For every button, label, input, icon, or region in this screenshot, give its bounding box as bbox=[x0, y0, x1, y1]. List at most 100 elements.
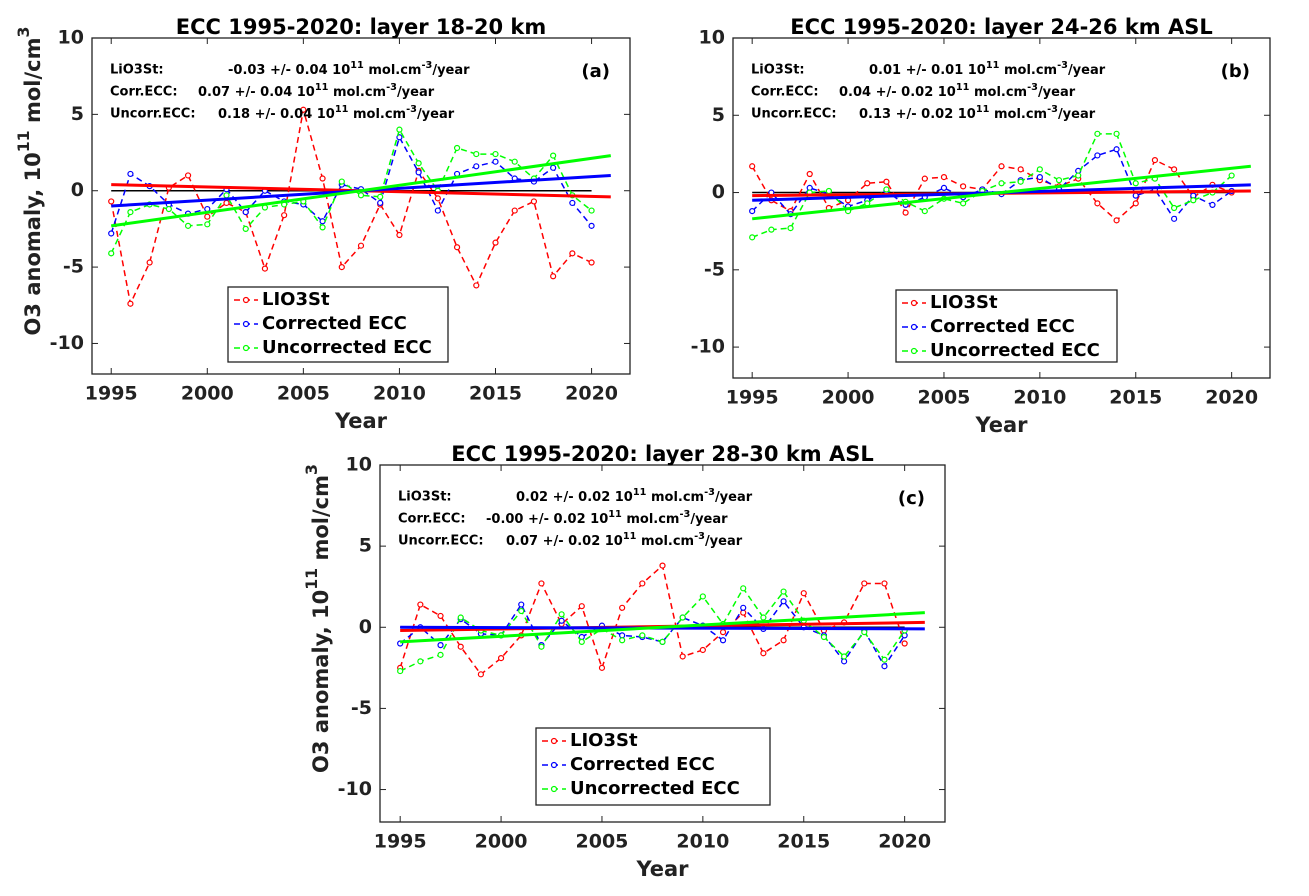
annotation-value: -0.00 +/- 0.02 1011 mol.cm-3/year bbox=[486, 509, 728, 527]
data-point bbox=[864, 180, 871, 187]
data-point bbox=[397, 667, 404, 675]
text-part: O3 anomaly, 10 bbox=[309, 590, 333, 773]
data-point bbox=[998, 180, 1005, 187]
data-point bbox=[1017, 166, 1024, 173]
chart-title: ECC 1995-2020: layer 18-20 km bbox=[176, 15, 546, 39]
y-tick-label: -10 bbox=[338, 778, 372, 800]
data-point bbox=[300, 106, 307, 113]
data-point bbox=[699, 646, 706, 654]
data-point bbox=[477, 671, 484, 678]
data-point bbox=[881, 656, 888, 663]
superscript: -3 bbox=[1047, 104, 1058, 115]
data-point bbox=[518, 607, 525, 615]
data-point bbox=[550, 164, 557, 171]
data-point bbox=[538, 580, 545, 587]
data-point bbox=[588, 222, 595, 229]
legend-marker bbox=[242, 296, 250, 304]
data-point bbox=[437, 612, 444, 620]
data-point bbox=[749, 234, 756, 241]
data-point bbox=[108, 230, 115, 237]
series-line bbox=[399, 600, 906, 668]
data-point bbox=[861, 629, 868, 636]
text-part: -0.00 +/- 0.02 10 bbox=[486, 512, 608, 527]
data-point bbox=[639, 632, 646, 639]
data-point bbox=[377, 193, 384, 200]
y-tick-label: 0 bbox=[359, 616, 372, 638]
y-tick-label: 10 bbox=[346, 454, 372, 476]
data-point bbox=[578, 603, 585, 610]
data-point bbox=[558, 617, 565, 624]
y-axis-label: O3 anomaly, 1011 mol/cm3 bbox=[14, 27, 45, 336]
data-point bbox=[780, 637, 787, 644]
data-point bbox=[1094, 130, 1101, 137]
legend-label: Corrected ECC bbox=[262, 313, 407, 334]
legend-marker bbox=[910, 299, 918, 307]
data-point bbox=[719, 629, 727, 636]
data-point bbox=[453, 144, 461, 152]
superscript: 11 bbox=[302, 568, 321, 590]
series-line bbox=[399, 586, 906, 672]
x-tick-label: 2015 bbox=[469, 383, 522, 405]
text-part: /year bbox=[705, 534, 743, 549]
superscript: 3 bbox=[302, 464, 321, 475]
data-point bbox=[434, 207, 441, 214]
data-point bbox=[261, 265, 269, 272]
text-part: mol/cm bbox=[21, 38, 45, 131]
x-tick-label: 2005 bbox=[576, 831, 629, 853]
panel-label: (c) bbox=[898, 488, 925, 509]
data-point bbox=[319, 175, 326, 182]
data-point bbox=[760, 650, 767, 657]
superscript: -3 bbox=[1027, 82, 1038, 93]
data-point bbox=[1036, 173, 1043, 181]
data-point bbox=[679, 653, 686, 660]
data-point bbox=[184, 222, 192, 229]
data-point bbox=[165, 205, 172, 213]
annotation-label: Uncorr.ECC: bbox=[110, 107, 196, 122]
text-part: 0.07 +/- 0.04 10 bbox=[198, 85, 315, 100]
data-point bbox=[749, 207, 756, 215]
panel-label: (a) bbox=[581, 61, 610, 82]
text-part: /year bbox=[397, 85, 435, 100]
legend-label: LIO3St bbox=[262, 289, 330, 310]
x-axis-label: Year bbox=[974, 413, 1028, 437]
data-point bbox=[146, 259, 153, 266]
text-part: mol.cm bbox=[622, 512, 680, 527]
data-point bbox=[841, 653, 848, 660]
x-tick-label: 2010 bbox=[373, 383, 426, 405]
legend-label: Corrected ECC bbox=[570, 754, 715, 775]
superscript: -3 bbox=[406, 104, 417, 115]
data-point bbox=[223, 199, 230, 207]
data-point bbox=[434, 195, 441, 202]
data-point bbox=[184, 172, 192, 179]
text-part: /year bbox=[715, 490, 753, 505]
data-point bbox=[639, 580, 646, 587]
data-point bbox=[1151, 156, 1159, 164]
trend-line bbox=[400, 611, 925, 644]
y-tick-label: -10 bbox=[691, 336, 725, 358]
data-point bbox=[204, 221, 211, 228]
annotation-label: Uncorr.ECC: bbox=[751, 107, 837, 122]
data-point bbox=[204, 213, 211, 220]
data-point bbox=[619, 604, 626, 611]
series-line bbox=[110, 109, 592, 307]
data-point bbox=[825, 187, 832, 195]
x-tick-label: 2010 bbox=[1013, 387, 1066, 409]
superscript: 11 bbox=[315, 82, 329, 93]
text-part: /year bbox=[417, 107, 455, 122]
data-point bbox=[437, 642, 444, 649]
superscript: -3 bbox=[694, 531, 705, 542]
data-point bbox=[569, 199, 576, 207]
annotation-value: 0.13 +/- 0.02 1011 mol.cm-3/year bbox=[859, 104, 1096, 122]
data-point bbox=[1209, 201, 1216, 209]
annotation-value: 0.07 +/- 0.04 1011 mol.cm-3/year bbox=[198, 82, 435, 100]
data-point bbox=[780, 598, 787, 605]
y-axis-label: O3 anomaly, 1011 mol/cm3 bbox=[302, 464, 333, 773]
superscript: 11 bbox=[350, 60, 364, 71]
annotation-value: 0.04 +/- 0.02 1011 mol.cm-3/year bbox=[839, 82, 1076, 100]
data-point bbox=[883, 186, 890, 193]
trend-line bbox=[111, 154, 611, 228]
data-point bbox=[417, 658, 424, 665]
superscript: 11 bbox=[14, 130, 33, 152]
data-point bbox=[881, 663, 888, 670]
data-point bbox=[881, 580, 888, 587]
